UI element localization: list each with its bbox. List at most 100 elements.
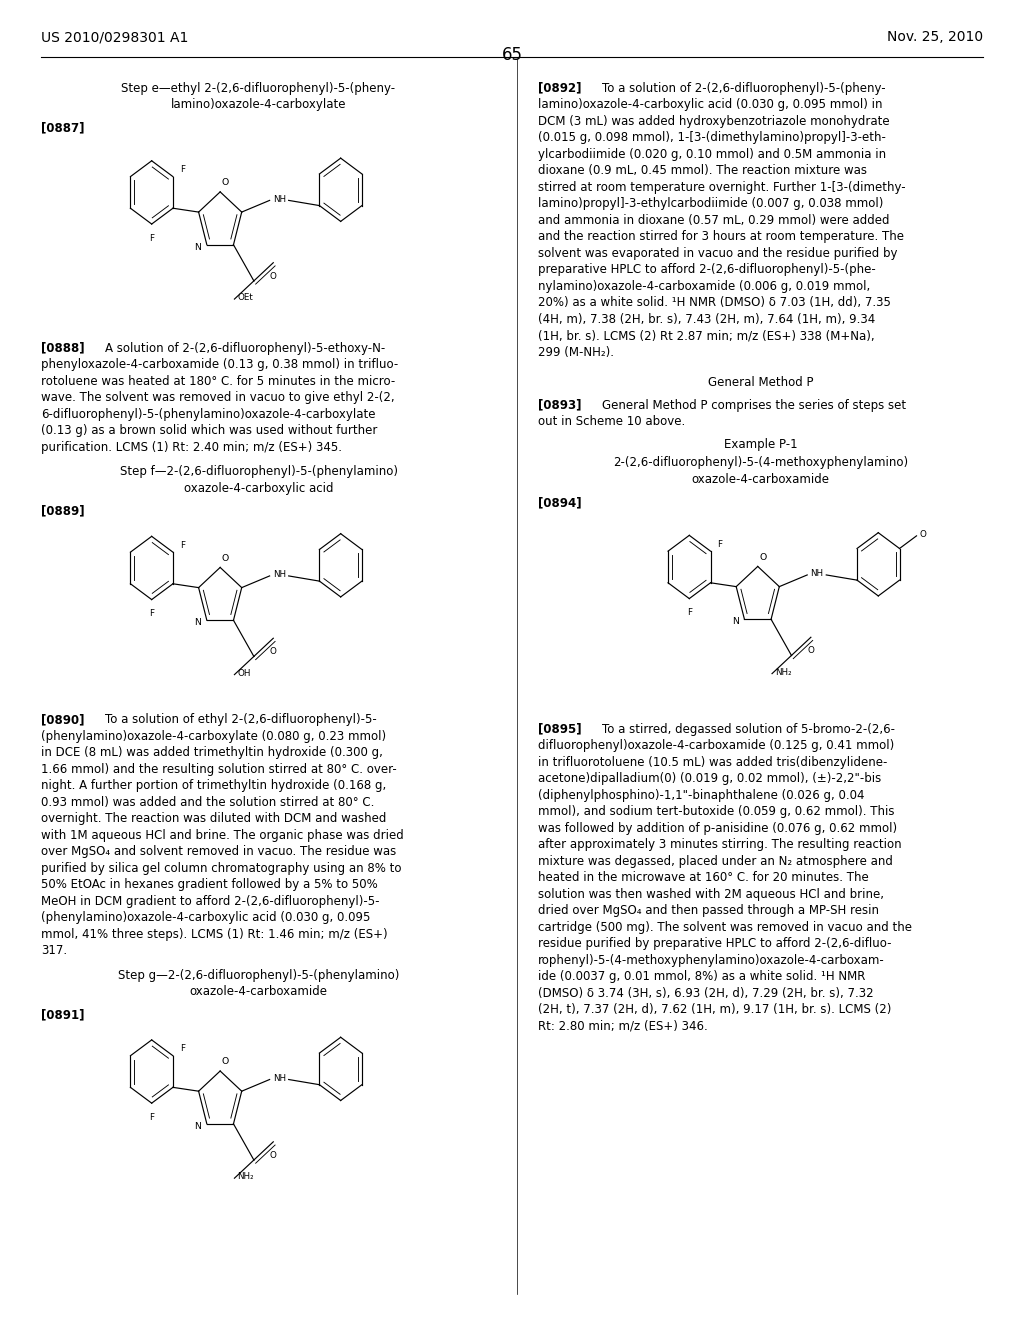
Text: (diphenylphosphino)-1,1"-binaphthalene (0.026 g, 0.04: (diphenylphosphino)-1,1"-binaphthalene (… — [538, 788, 864, 801]
Text: 299 (M-NH₂).: 299 (M-NH₂). — [538, 346, 613, 359]
Text: F: F — [687, 609, 692, 618]
Text: NH₂: NH₂ — [238, 1172, 254, 1181]
Text: O: O — [270, 648, 276, 656]
Text: over MgSO₄ and solvent removed in vacuo. The residue was: over MgSO₄ and solvent removed in vacuo.… — [41, 845, 396, 858]
Text: F: F — [180, 540, 185, 549]
Text: 317.: 317. — [41, 944, 68, 957]
Text: night. A further portion of trimethyltin hydroxide (0.168 g,: night. A further portion of trimethyltin… — [41, 779, 386, 792]
Text: General Method P: General Method P — [708, 375, 813, 388]
Text: 6-difluorophenyl)-5-(phenylamino)oxazole-4-carboxylate: 6-difluorophenyl)-5-(phenylamino)oxazole… — [41, 408, 376, 421]
Text: mixture was degassed, placed under an N₂ atmosphere and: mixture was degassed, placed under an N₂… — [538, 854, 893, 867]
Text: (phenylamino)oxazole-4-carboxylic acid (0.030 g, 0.095: (phenylamino)oxazole-4-carboxylic acid (… — [41, 911, 371, 924]
Text: out in Scheme 10 above.: out in Scheme 10 above. — [538, 414, 685, 428]
Text: [0887]: [0887] — [41, 121, 84, 135]
Text: purification. LCMS (1) Rt: 2.40 min; m/z (ES+) 345.: purification. LCMS (1) Rt: 2.40 min; m/z… — [41, 441, 342, 454]
Text: [0891]: [0891] — [41, 1008, 84, 1022]
Text: solvent was evaporated in vacuo and the residue purified by: solvent was evaporated in vacuo and the … — [538, 247, 897, 260]
Text: NH: NH — [272, 194, 286, 203]
Text: (4H, m), 7.38 (2H, br. s), 7.43 (2H, m), 7.64 (1H, m), 9.34: (4H, m), 7.38 (2H, br. s), 7.43 (2H, m),… — [538, 313, 874, 326]
Text: N: N — [195, 243, 201, 252]
Text: To a solution of ethyl 2-(2,6-difluorophenyl)-5-: To a solution of ethyl 2-(2,6-difluoroph… — [105, 713, 377, 726]
Text: [0895]: [0895] — [538, 722, 582, 735]
Text: NH₂: NH₂ — [775, 668, 792, 677]
Text: O: O — [808, 647, 814, 656]
Text: lamino)propyl]-3-ethylcarbodiimide (0.007 g, 0.038 mmol): lamino)propyl]-3-ethylcarbodiimide (0.00… — [538, 197, 883, 210]
Text: acetone)dipalladium(0) (0.019 g, 0.02 mmol), (±)-2,2"-bis: acetone)dipalladium(0) (0.019 g, 0.02 mm… — [538, 772, 881, 785]
Text: in DCE (8 mL) was added trimethyltin hydroxide (0.300 g,: in DCE (8 mL) was added trimethyltin hyd… — [41, 746, 383, 759]
Text: nylamino)oxazole-4-carboxamide (0.006 g, 0.019 mmol,: nylamino)oxazole-4-carboxamide (0.006 g,… — [538, 280, 869, 293]
Text: lamino)oxazole-4-carboxylate: lamino)oxazole-4-carboxylate — [171, 98, 346, 111]
Text: [0889]: [0889] — [41, 504, 85, 517]
Text: Step f—2-(2,6-difluorophenyl)-5-(phenylamino): Step f—2-(2,6-difluorophenyl)-5-(phenyla… — [120, 465, 397, 478]
Text: oxazole-4-carboxamide: oxazole-4-carboxamide — [189, 985, 328, 998]
Text: oxazole-4-carboxamide: oxazole-4-carboxamide — [691, 473, 829, 486]
Text: [0894]: [0894] — [538, 496, 582, 510]
Text: 0.93 mmol) was added and the solution stirred at 80° C.: 0.93 mmol) was added and the solution st… — [41, 796, 375, 809]
Text: preparative HPLC to afford 2-(2,6-difluorophenyl)-5-(phe-: preparative HPLC to afford 2-(2,6-difluo… — [538, 263, 876, 276]
Text: lamino)oxazole-4-carboxylic acid (0.030 g, 0.095 mmol) in: lamino)oxazole-4-carboxylic acid (0.030 … — [538, 98, 882, 111]
Text: O: O — [221, 1057, 229, 1067]
Text: OEt: OEt — [238, 293, 253, 302]
Text: Rt: 2.80 min; m/z (ES+) 346.: Rt: 2.80 min; m/z (ES+) 346. — [538, 1019, 708, 1032]
Text: ylcarbodiimide (0.020 g, 0.10 mmol) and 0.5M ammonia in: ylcarbodiimide (0.020 g, 0.10 mmol) and … — [538, 148, 886, 161]
Text: (2H, t), 7.37 (2H, d), 7.62 (1H, m), 9.17 (1H, br. s). LCMS (2): (2H, t), 7.37 (2H, d), 7.62 (1H, m), 9.1… — [538, 1003, 891, 1016]
Text: heated in the microwave at 160° C. for 20 minutes. The: heated in the microwave at 160° C. for 2… — [538, 871, 868, 884]
Text: O: O — [221, 178, 229, 187]
Text: overnight. The reaction was diluted with DCM and washed: overnight. The reaction was diluted with… — [41, 812, 386, 825]
Text: phenyloxazole-4-carboxamide (0.13 g, 0.38 mmol) in trifluo-: phenyloxazole-4-carboxamide (0.13 g, 0.3… — [41, 358, 398, 371]
Text: mmol, 41% three steps). LCMS (1) Rt: 1.46 min; m/z (ES+): mmol, 41% three steps). LCMS (1) Rt: 1.4… — [41, 928, 388, 941]
Text: oxazole-4-carboxylic acid: oxazole-4-carboxylic acid — [184, 482, 333, 495]
Text: and ammonia in dioxane (0.57 mL, 0.29 mmol) were added: and ammonia in dioxane (0.57 mL, 0.29 mm… — [538, 214, 889, 227]
Text: O: O — [759, 553, 767, 562]
Text: rophenyl)-5-(4-methoxyphenylamino)oxazole-4-carboxam-: rophenyl)-5-(4-methoxyphenylamino)oxazol… — [538, 953, 885, 966]
Text: and the reaction stirred for 3 hours at room temperature. The: and the reaction stirred for 3 hours at … — [538, 230, 903, 243]
Text: 20%) as a white solid. ¹H NMR (DMSO) δ 7.03 (1H, dd), 7.35: 20%) as a white solid. ¹H NMR (DMSO) δ 7… — [538, 296, 891, 309]
Text: was followed by addition of p-anisidine (0.076 g, 0.62 mmol): was followed by addition of p-anisidine … — [538, 821, 897, 834]
Text: stirred at room temperature overnight. Further 1-[3-(dimethy-: stirred at room temperature overnight. F… — [538, 181, 905, 194]
Text: difluorophenyl)oxazole-4-carboxamide (0.125 g, 0.41 mmol): difluorophenyl)oxazole-4-carboxamide (0.… — [538, 739, 894, 752]
Text: rotoluene was heated at 180° C. for 5 minutes in the micro-: rotoluene was heated at 180° C. for 5 mi… — [41, 375, 395, 388]
Text: OH: OH — [238, 669, 251, 677]
Text: 2-(2,6-difluorophenyl)-5-(4-methoxyphenylamino): 2-(2,6-difluorophenyl)-5-(4-methoxypheny… — [612, 457, 908, 470]
Text: (0.13 g) as a brown solid which was used without further: (0.13 g) as a brown solid which was used… — [41, 424, 377, 437]
Text: NH: NH — [272, 1073, 286, 1082]
Text: 1.66 mmol) and the resulting solution stirred at 80° C. over-: 1.66 mmol) and the resulting solution st… — [41, 763, 396, 776]
Text: Step g—2-(2,6-difluorophenyl)-5-(phenylamino): Step g—2-(2,6-difluorophenyl)-5-(phenyla… — [118, 969, 399, 982]
Text: 50% EtOAc in hexanes gradient followed by a 5% to 50%: 50% EtOAc in hexanes gradient followed b… — [41, 878, 378, 891]
Text: DCM (3 mL) was added hydroxybenzotriazole monohydrate: DCM (3 mL) was added hydroxybenzotriazol… — [538, 115, 889, 128]
Text: after approximately 3 minutes stirring. The resulting reaction: after approximately 3 minutes stirring. … — [538, 838, 901, 851]
Text: [0888]: [0888] — [41, 342, 85, 355]
Text: (DMSO) δ 3.74 (3H, s), 6.93 (2H, d), 7.29 (2H, br. s), 7.32: (DMSO) δ 3.74 (3H, s), 6.93 (2H, d), 7.2… — [538, 986, 873, 999]
Text: [0893]: [0893] — [538, 399, 581, 412]
Text: dioxane (0.9 mL, 0.45 mmol). The reaction mixture was: dioxane (0.9 mL, 0.45 mmol). The reactio… — [538, 164, 866, 177]
Text: mmol), and sodium tert-butoxide (0.059 g, 0.62 mmol). This: mmol), and sodium tert-butoxide (0.059 g… — [538, 805, 894, 818]
Text: To a stirred, degassed solution of 5-bromo-2-(2,6-: To a stirred, degassed solution of 5-bro… — [602, 722, 895, 735]
Text: (0.015 g, 0.098 mmol), 1-[3-(dimethylamino)propyl]-3-eth-: (0.015 g, 0.098 mmol), 1-[3-(dimethylami… — [538, 131, 886, 144]
Text: in trifluorotoluene (10.5 mL) was added tris(dibenzylidene-: in trifluorotoluene (10.5 mL) was added … — [538, 755, 887, 768]
Text: F: F — [718, 540, 723, 549]
Text: purified by silica gel column chromatography using an 8% to: purified by silica gel column chromatogr… — [41, 862, 401, 875]
Text: dried over MgSO₄ and then passed through a MP-SH resin: dried over MgSO₄ and then passed through… — [538, 904, 879, 917]
Text: 65: 65 — [502, 46, 522, 65]
Text: with 1M aqueous HCl and brine. The organic phase was dried: with 1M aqueous HCl and brine. The organ… — [41, 829, 403, 842]
Text: F: F — [180, 1044, 185, 1053]
Text: (1H, br. s). LCMS (2) Rt 2.87 min; m/z (ES+) 338 (M+Na),: (1H, br. s). LCMS (2) Rt 2.87 min; m/z (… — [538, 329, 874, 342]
Text: N: N — [195, 1122, 201, 1131]
Text: [0890]: [0890] — [41, 713, 84, 726]
Text: wave. The solvent was removed in vacuo to give ethyl 2-(2,: wave. The solvent was removed in vacuo t… — [41, 391, 394, 404]
Text: residue purified by preparative HPLC to afford 2-(2,6-difluo-: residue purified by preparative HPLC to … — [538, 937, 891, 950]
Text: Nov. 25, 2010: Nov. 25, 2010 — [887, 30, 983, 45]
Text: (phenylamino)oxazole-4-carboxylate (0.080 g, 0.23 mmol): (phenylamino)oxazole-4-carboxylate (0.08… — [41, 730, 386, 743]
Text: ide (0.0037 g, 0.01 mmol, 8%) as a white solid. ¹H NMR: ide (0.0037 g, 0.01 mmol, 8%) as a white… — [538, 970, 865, 983]
Text: F: F — [150, 234, 155, 243]
Text: O: O — [221, 553, 229, 562]
Text: To a solution of 2-(2,6-difluorophenyl)-5-(pheny-: To a solution of 2-(2,6-difluorophenyl)-… — [602, 82, 886, 95]
Text: NH: NH — [272, 570, 286, 579]
Text: NH: NH — [810, 569, 823, 578]
Text: O: O — [270, 1151, 276, 1160]
Text: F: F — [180, 165, 185, 174]
Text: Step e—ethyl 2-(2,6-difluorophenyl)-5-(pheny-: Step e—ethyl 2-(2,6-difluorophenyl)-5-(p… — [122, 82, 395, 95]
Text: General Method P comprises the series of steps set: General Method P comprises the series of… — [602, 399, 906, 412]
Text: F: F — [150, 1113, 155, 1122]
Text: O: O — [920, 531, 927, 539]
